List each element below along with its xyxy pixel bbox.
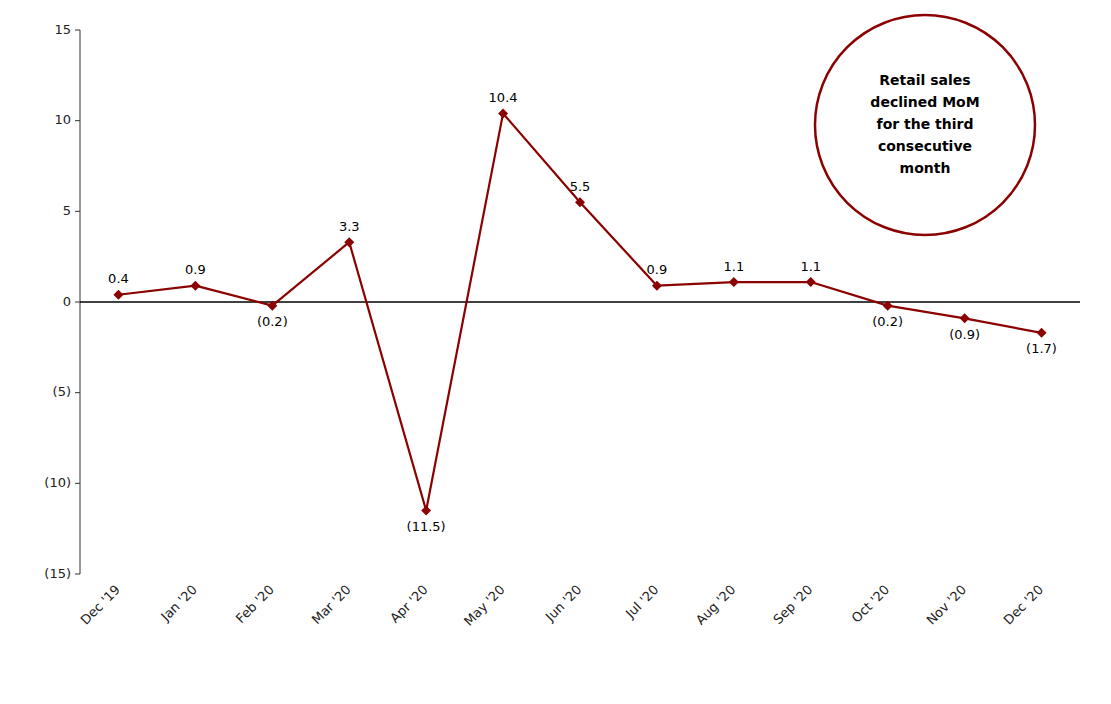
- data-label: 5.5: [570, 179, 591, 194]
- data-label: 3.3: [339, 219, 360, 234]
- zero-line: [80, 301, 1080, 303]
- y-tick-label: (5): [53, 384, 71, 399]
- x-tick-label: Feb '20: [233, 582, 277, 626]
- callout-circle: [815, 15, 1035, 235]
- x-tick-label: May '20: [461, 582, 508, 629]
- data-label: (0.2): [257, 314, 288, 329]
- y-tick: [75, 120, 80, 121]
- data-labels: 0.4 0.9 (0.2) 3.3 (11.5) 10.4 5.5 0.9 1.1 1.1 (0.2…: [108, 90, 1057, 534]
- marker: [421, 506, 431, 516]
- y-tick-label: (10): [44, 475, 71, 490]
- y-tick-label: 10: [54, 112, 71, 127]
- marker: [113, 290, 123, 300]
- marker: [729, 277, 739, 287]
- data-label: (0.2): [872, 314, 903, 329]
- marker: [498, 108, 508, 118]
- plot-area: [113, 108, 1046, 515]
- y-tick: [75, 211, 80, 212]
- x-tick-label: Dec '19: [78, 582, 124, 628]
- y-tick-label: 5: [63, 203, 71, 218]
- marker: [806, 277, 816, 287]
- marker: [575, 197, 585, 207]
- data-label: 0.9: [185, 262, 206, 277]
- marker: [267, 301, 277, 311]
- x-tick-label: Dec '20: [1001, 582, 1047, 628]
- x-tick-label: Jan '20: [157, 582, 200, 625]
- marker: [1037, 328, 1047, 338]
- y-tick: [75, 30, 80, 31]
- data-label: 1.1: [800, 259, 821, 274]
- x-tick-label: Nov '20: [924, 582, 970, 628]
- data-label: 0.4: [108, 271, 129, 286]
- chart-container: (15) (10) (5) 0 5 10 15 Dec '19 Jan '20 Feb '20 Ma…: [0, 0, 1111, 704]
- x-tick-label: Apr '20: [387, 582, 431, 626]
- data-label: (1.7): [1026, 341, 1057, 356]
- x-tick-label: Sep '20: [770, 582, 815, 627]
- x-tick-label: Oct '20: [849, 582, 893, 626]
- y-tick: [75, 574, 80, 575]
- x-tick-label: Aug '20: [693, 582, 739, 628]
- x-tick-label: Mar '20: [309, 582, 354, 627]
- y-axis: (15) (10) (5) 0 5 10 15: [44, 22, 80, 581]
- data-label: 0.9: [647, 262, 668, 277]
- y-tick: [75, 302, 80, 303]
- marker: [344, 237, 354, 247]
- y-tick-label: 0: [63, 294, 71, 309]
- data-label: 10.4: [489, 90, 518, 105]
- data-label: 1.1: [724, 259, 745, 274]
- x-axis: Dec '19 Jan '20 Feb '20 Mar '20 Apr '20 May '…: [78, 582, 1047, 629]
- line: [118, 113, 1041, 510]
- chart: (15) (10) (5) 0 5 10 15 Dec '19 Jan '20 Feb '20 Ma…: [0, 0, 1111, 704]
- y-tick: [75, 392, 80, 393]
- marker: [960, 313, 970, 323]
- y-tick: [75, 483, 80, 484]
- y-tick-label: 15: [54, 22, 71, 37]
- marker: [883, 301, 893, 311]
- x-tick-label: Jun '20: [542, 582, 585, 625]
- marker: [652, 281, 662, 291]
- annotation: Retail salesdeclined MoMfor the thirdcon…: [870, 72, 979, 176]
- data-label: (11.5): [407, 519, 446, 534]
- marker: [190, 281, 200, 291]
- x-tick-label: Jul '20: [622, 582, 662, 622]
- y-tick-label: (15): [44, 566, 71, 581]
- data-label: (0.9): [949, 327, 980, 342]
